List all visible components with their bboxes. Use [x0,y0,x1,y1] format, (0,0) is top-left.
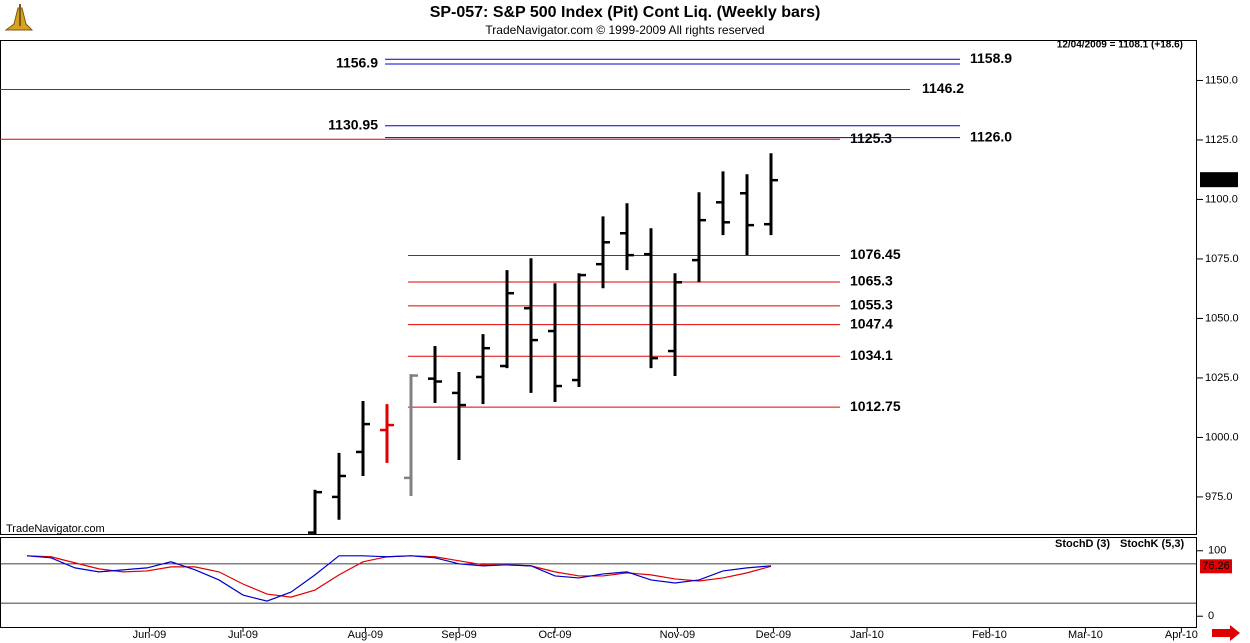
logo [4,4,34,31]
level-label: 1125.3 [850,130,892,146]
x-tick-label: Aug-09 [348,629,383,641]
scroll-arrow[interactable] [1212,625,1240,641]
stoch-line [26,555,772,602]
level-label: 1130.95 [328,116,378,132]
level-label: 1146.2 [922,80,964,96]
y-tick-label: 1075.0 [1205,253,1239,265]
y-tick-label: 1150.0 [1205,74,1238,86]
level-label: 1076.45 [850,246,901,262]
y-tick-label: 1025.0 [1205,372,1239,384]
x-tick-label: Oct-09 [538,629,571,641]
chart-title: SP-057: S&P 500 Index (Pit) Cont Liq. (W… [430,4,821,21]
stoch-badge-label: 76.26 [1202,560,1230,572]
x-tick-label: Nov-09 [660,629,695,641]
y-tick-label: 975.0 [1205,491,1233,503]
x-tick-label: Jun-09 [133,629,167,641]
level-label: 1158.9 [970,50,1012,66]
x-tick-label: Mar-10 [1068,629,1103,641]
x-tick-label: Jan-10 [850,629,884,641]
y-tick-label: 100 [1208,545,1226,557]
subtitle: TradeNavigator.com © 1999-2009 All right… [485,23,764,37]
level-label: 1126.0 [970,128,1012,144]
last-note: 12/04/2009 = 1108.1 (+18.6) [1057,40,1183,51]
stoch-panel [0,537,1197,628]
level-label: 1156.9 [336,55,378,71]
x-tick-label: Jul-09 [228,629,258,641]
y-tick-label: 1125.0 [1205,134,1238,146]
price-panel [0,40,1197,535]
level-label: 1034.1 [850,347,893,363]
y-tick-label: 1050.0 [1205,312,1239,324]
watermark: TradeNavigator.com [6,523,105,535]
legend-label: StochD (3) [1055,538,1110,550]
y-tick-label: 1100.0 [1205,193,1238,205]
x-tick-label: Apr-10 [1165,629,1198,641]
x-tick-label: Feb-10 [972,629,1007,641]
level-label: 1012.75 [850,398,901,414]
x-tick-label: Sep-09 [441,629,476,641]
last-price-badge [1200,172,1238,188]
legend-label: StochK (5,3) [1120,538,1185,550]
level-label: 1065.3 [850,273,893,289]
last-price-label: 1108.1 [1203,174,1236,186]
level-label: 1055.3 [850,297,893,313]
x-tick-label: Dec-09 [756,629,791,641]
y-tick-label: 1000.0 [1205,431,1239,443]
level-label: 1047.4 [850,315,893,331]
y-tick-label: 0 [1208,610,1214,622]
stoch-badge [1200,559,1232,574]
